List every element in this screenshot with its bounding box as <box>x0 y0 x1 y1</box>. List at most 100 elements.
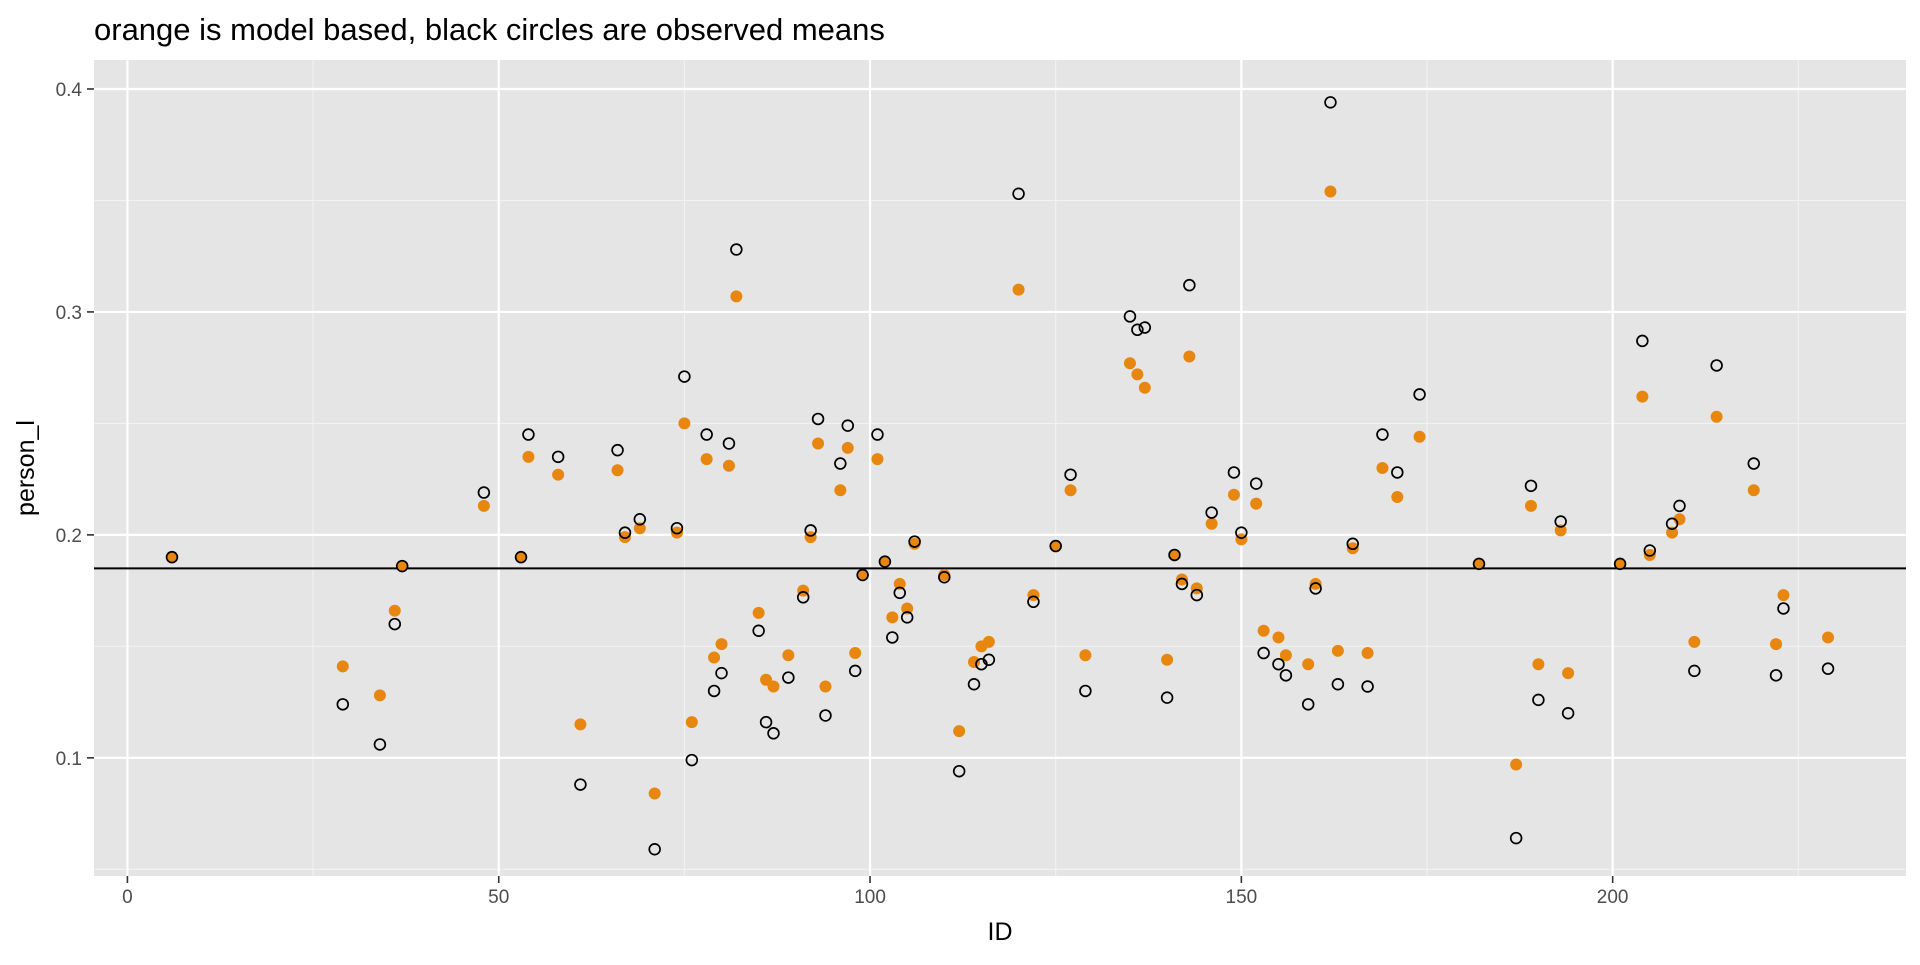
model-based-point <box>715 638 728 651</box>
observed-mean-point <box>1235 526 1248 539</box>
observed-mean-point <box>678 370 691 383</box>
observed-mean-point <box>1249 477 1263 490</box>
plot-panel <box>94 60 1906 876</box>
model-based-point <box>901 602 914 615</box>
model-based-point <box>1376 462 1389 474</box>
observed-mean-point <box>1272 657 1285 671</box>
observed-mean-point <box>395 559 409 573</box>
model-based-point <box>1532 658 1545 671</box>
model-based-point <box>1822 631 1835 644</box>
observed-mean-point <box>1376 428 1389 441</box>
model-based-point <box>1279 649 1292 662</box>
observed-mean-point <box>1324 96 1337 109</box>
observed-mean-point <box>1391 466 1404 479</box>
model-based-point <box>1510 758 1523 771</box>
model-based-point <box>752 606 765 619</box>
model-based-point <box>1123 357 1136 370</box>
observed-mean-point <box>1301 698 1315 711</box>
model-based-point <box>1227 488 1240 501</box>
observed-mean-point <box>715 666 728 680</box>
model-based-point <box>477 499 490 512</box>
observed-mean-point <box>796 591 810 604</box>
observed-mean-point <box>1012 187 1025 201</box>
model-based-point <box>522 450 535 463</box>
observed-mean-point <box>1049 539 1062 553</box>
observed-mean-point <box>1160 691 1174 704</box>
model-based-point <box>388 604 401 617</box>
model-based-point <box>1183 350 1196 363</box>
model-based-point <box>1643 548 1656 561</box>
observed-mean-point <box>1257 646 1270 660</box>
model-based-point <box>886 611 899 624</box>
model-based-point <box>396 560 409 573</box>
observed-mean-point <box>707 684 721 698</box>
model-based-point <box>1562 667 1575 680</box>
model-based-point <box>685 716 698 729</box>
observed-mean-point <box>1777 602 1790 615</box>
model-based-point <box>1272 631 1285 644</box>
model-based-point <box>1413 430 1426 443</box>
observed-mean-point <box>1673 499 1686 513</box>
observed-mean-point <box>722 437 736 450</box>
observed-mean-point <box>893 586 906 600</box>
model-based-point <box>730 290 743 303</box>
observed-mean-point <box>1064 468 1077 481</box>
model-based-point <box>1205 517 1218 530</box>
observed-mean-point <box>1279 669 1293 682</box>
model-based-point <box>1361 647 1374 660</box>
x-axis: 0 50 100 150 200 <box>122 876 1629 908</box>
observed-mean-point <box>848 664 862 678</box>
observed-mean-point <box>574 778 587 791</box>
x-tick-label: 150 <box>1226 887 1258 908</box>
observed-mean-point <box>1131 323 1144 337</box>
model-based-point <box>1175 573 1188 586</box>
model-based-point <box>1666 526 1679 539</box>
model-based-point <box>812 437 825 450</box>
observed-mean-point <box>1168 548 1181 562</box>
observed-mean-point <box>900 611 914 624</box>
observed-mean-point <box>871 428 884 441</box>
model-based-point <box>574 718 587 731</box>
observed-mean-points <box>165 96 1835 856</box>
observed-mean-point <box>1190 588 1204 602</box>
observed-mean-point <box>618 526 632 539</box>
chart-title: orange is model based, black circles are… <box>94 12 885 47</box>
observed-mean-point <box>908 535 921 548</box>
model-based-point <box>841 441 854 454</box>
x-tick-label: 200 <box>1597 887 1629 908</box>
observed-mean-point <box>856 568 869 582</box>
model-based-point <box>1257 624 1270 637</box>
observed-mean-point <box>878 555 892 568</box>
observed-mean-point <box>1561 706 1575 720</box>
model-based-point <box>893 577 906 590</box>
y-axis-title: person_l <box>12 420 40 516</box>
model-based-point <box>968 655 981 668</box>
model-based-point <box>1614 557 1627 570</box>
observed-mean-point <box>1175 577 1189 591</box>
model-based-point <box>1049 540 1062 553</box>
model-based-point <box>1777 589 1790 602</box>
y-tick-label: 0.4 <box>56 80 83 101</box>
observed-mean-point <box>759 715 773 729</box>
model-based-point <box>1079 649 1092 662</box>
observed-mean-point <box>1183 278 1196 292</box>
observed-mean-point <box>1747 457 1761 470</box>
observed-mean-point <box>633 513 647 526</box>
observed-mean-point <box>165 550 179 564</box>
model-based-point <box>722 459 735 472</box>
y-axis: 0.1 0.2 0.3 0.4 <box>56 80 94 770</box>
y-tick-label: 0.3 <box>56 303 82 324</box>
model-based-point <box>849 647 862 660</box>
observed-mean-point <box>1413 388 1426 401</box>
observed-mean-point <box>1613 557 1627 571</box>
observed-mean-point <box>514 550 528 564</box>
observed-mean-point <box>967 678 981 691</box>
observed-mean-point <box>1710 359 1723 372</box>
model-based-point <box>1161 653 1174 666</box>
model-based-point <box>1012 283 1025 296</box>
observed-mean-point <box>1027 595 1040 609</box>
observed-mean-point <box>373 738 387 751</box>
model-based-point <box>819 680 832 693</box>
